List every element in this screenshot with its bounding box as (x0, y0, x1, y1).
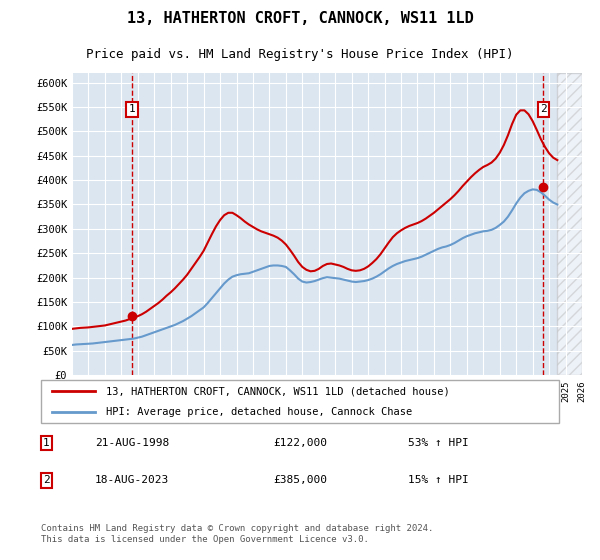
Text: Contains HM Land Registry data © Crown copyright and database right 2024.
This d: Contains HM Land Registry data © Crown c… (41, 524, 433, 544)
Text: 18-AUG-2023: 18-AUG-2023 (95, 475, 169, 486)
Text: 21-AUG-1998: 21-AUG-1998 (95, 438, 169, 448)
Text: 2: 2 (43, 475, 50, 486)
Text: £385,000: £385,000 (273, 475, 327, 486)
FancyBboxPatch shape (41, 380, 559, 423)
Text: Price paid vs. HM Land Registry's House Price Index (HPI): Price paid vs. HM Land Registry's House … (86, 48, 514, 61)
Text: 1: 1 (128, 104, 136, 114)
Text: £122,000: £122,000 (273, 438, 327, 448)
Text: 1: 1 (43, 438, 50, 448)
Bar (557, 73, 582, 375)
Text: 13, HATHERTON CROFT, CANNOCK, WS11 1LD (detached house): 13, HATHERTON CROFT, CANNOCK, WS11 1LD (… (106, 386, 449, 396)
Text: 2: 2 (540, 104, 547, 114)
Text: 53% ↑ HPI: 53% ↑ HPI (408, 438, 469, 448)
Text: 15% ↑ HPI: 15% ↑ HPI (408, 475, 469, 486)
Text: HPI: Average price, detached house, Cannock Chase: HPI: Average price, detached house, Cann… (106, 407, 412, 417)
Text: 13, HATHERTON CROFT, CANNOCK, WS11 1LD: 13, HATHERTON CROFT, CANNOCK, WS11 1LD (127, 11, 473, 26)
